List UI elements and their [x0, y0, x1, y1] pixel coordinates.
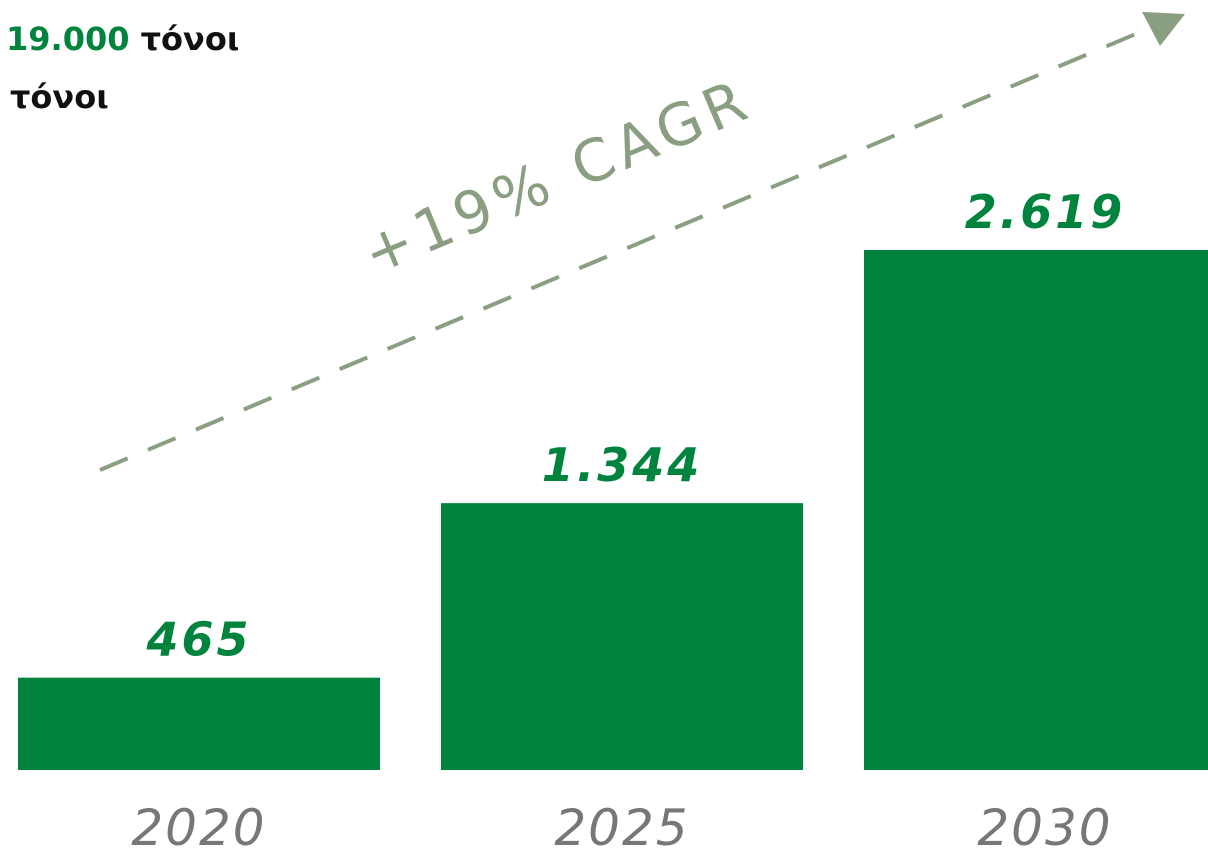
value-label: 465 — [145, 613, 251, 667]
bar — [864, 250, 1208, 770]
note-text: τόνοι — [10, 78, 109, 116]
note-line: 19.000 τόνοι — [6, 20, 239, 58]
x-tick-label: 2020 — [131, 799, 266, 852]
trend-line — [99, 26, 1151, 472]
trend-label: +19% CAGR — [353, 65, 761, 288]
value-label: 2.619 — [965, 185, 1126, 239]
bar — [441, 503, 803, 770]
value-label: 1.344 — [542, 438, 703, 492]
bar — [18, 677, 380, 770]
trend-arrowhead — [1142, 12, 1185, 46]
x-tick-label: 2025 — [554, 799, 689, 852]
note-text: τόνοι — [141, 20, 240, 58]
x-tick-label: 2030 — [977, 799, 1112, 852]
note-highlight: 19.000 — [6, 20, 129, 58]
